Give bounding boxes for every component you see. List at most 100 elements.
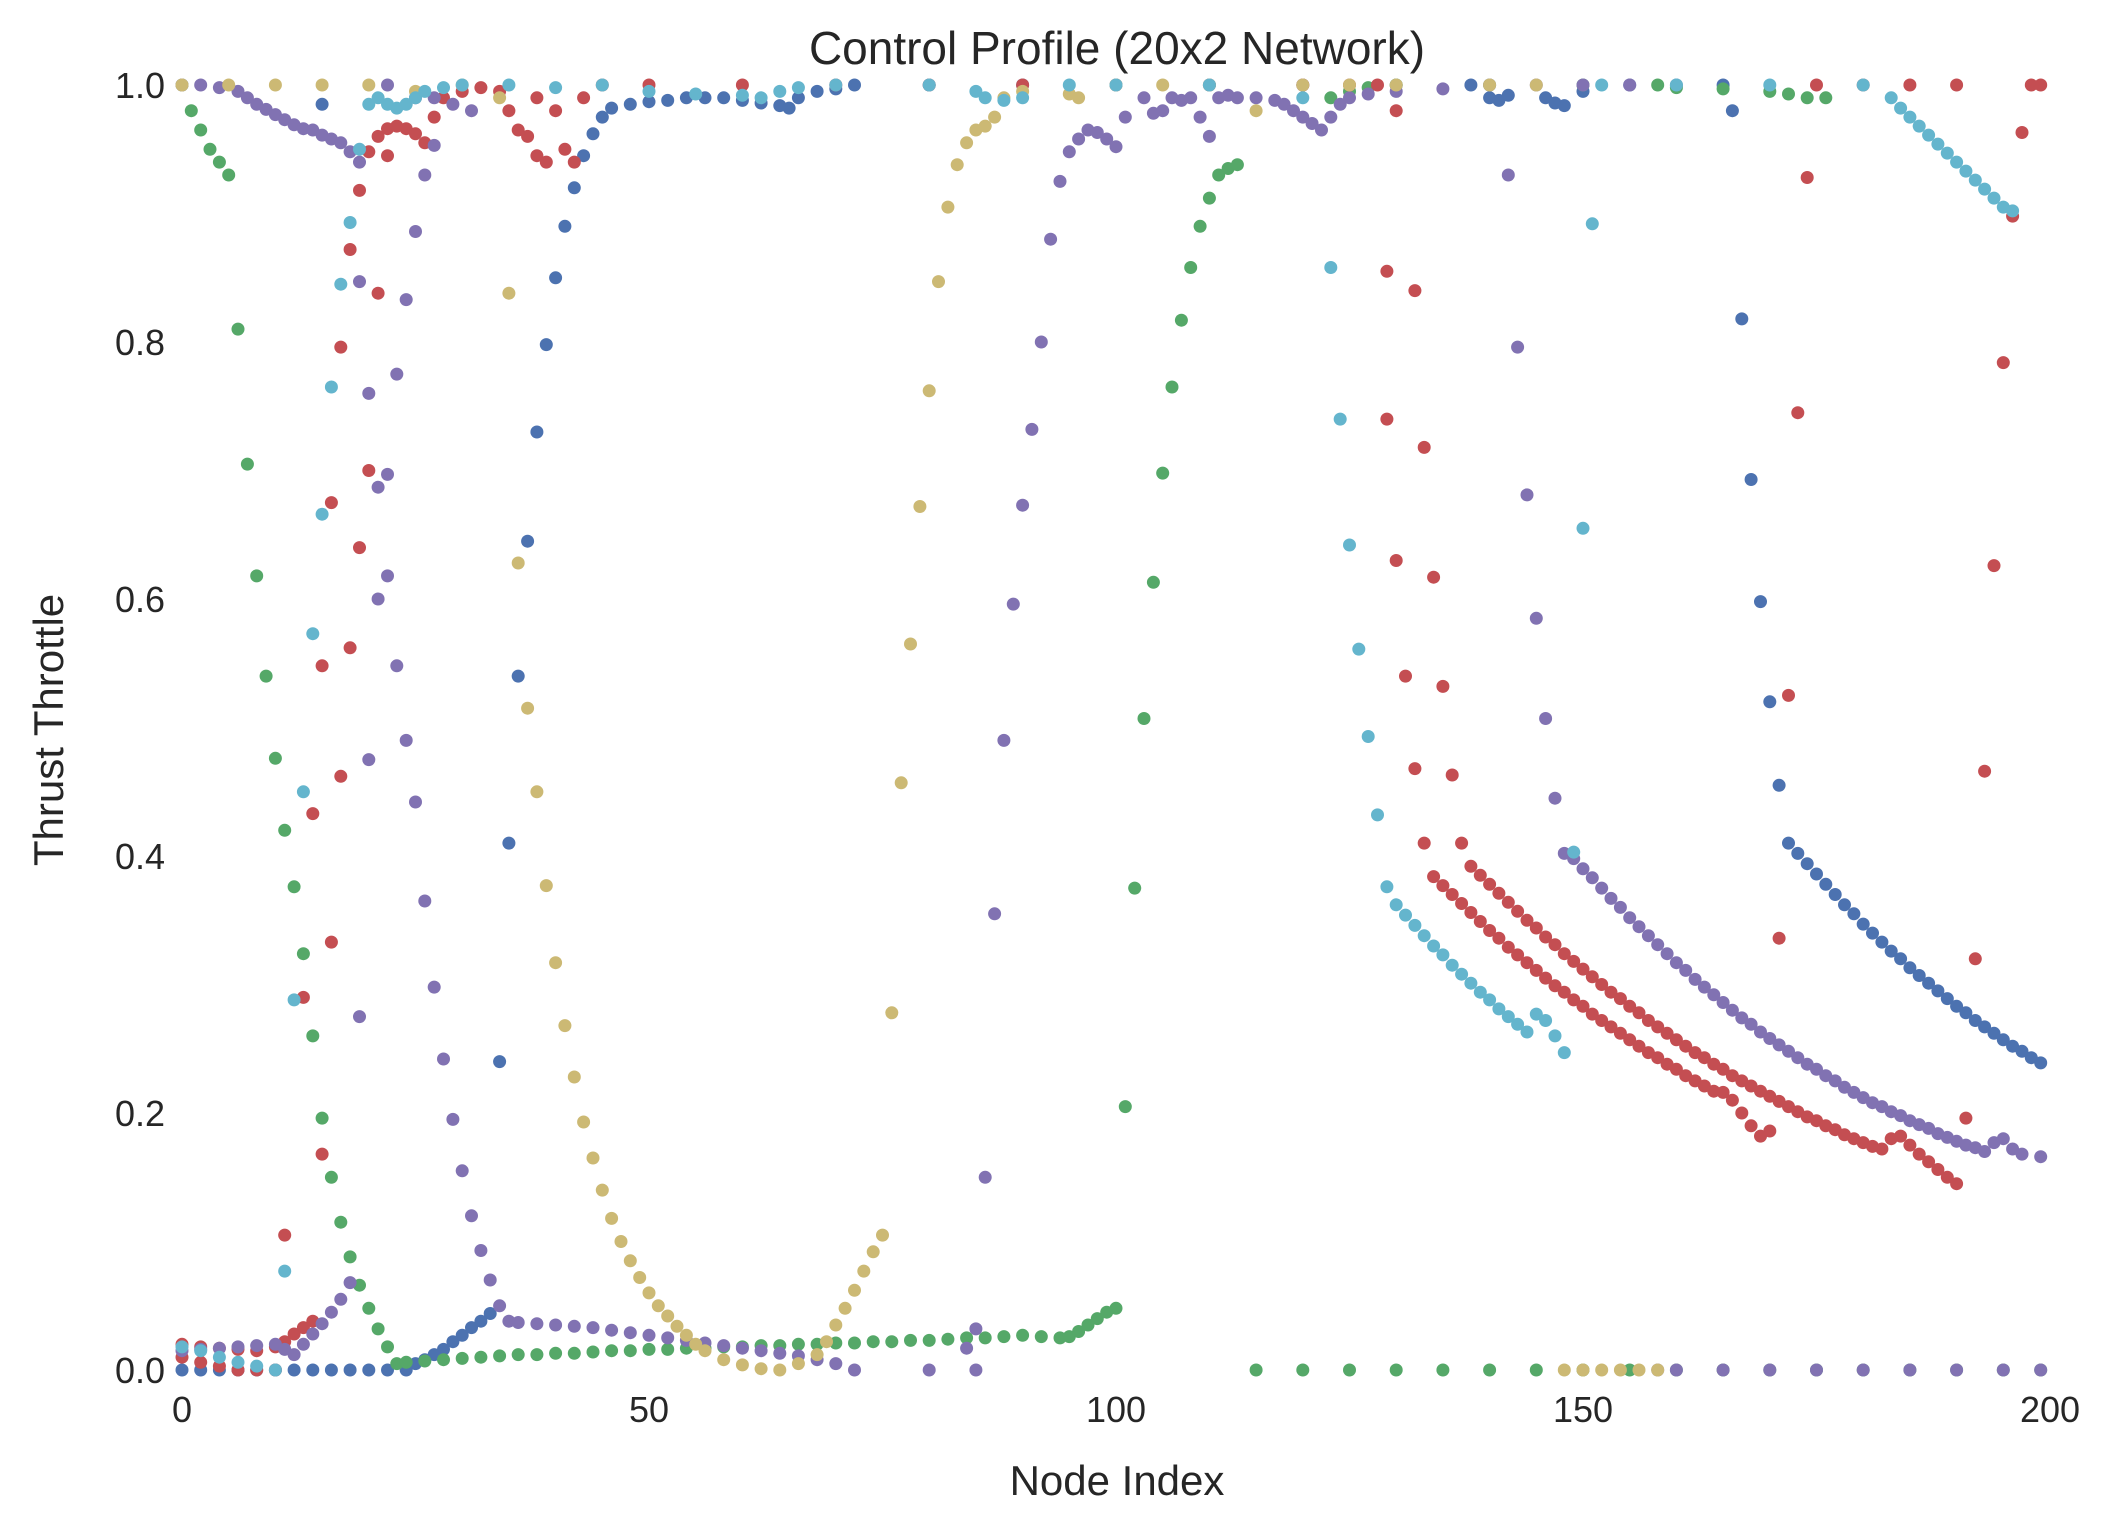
data-point xyxy=(1399,908,1412,922)
data-point xyxy=(1613,900,1627,914)
data-point xyxy=(1707,988,1721,1002)
data-point xyxy=(614,1235,628,1248)
data-point xyxy=(1669,956,1683,970)
data-point xyxy=(1277,97,1291,111)
data-point xyxy=(1408,918,1422,932)
data-point xyxy=(353,183,366,197)
data-point xyxy=(1679,1039,1693,1053)
data-point xyxy=(1810,1363,1823,1377)
data-point xyxy=(427,91,441,105)
data-point xyxy=(1455,897,1469,910)
data-point xyxy=(1548,938,1562,952)
data-point xyxy=(997,93,1011,107)
data-point xyxy=(698,1344,712,1358)
data-point xyxy=(1548,979,1562,993)
data-point xyxy=(1501,895,1515,909)
data-point xyxy=(1436,679,1450,693)
data-point xyxy=(595,1183,609,1197)
data-point xyxy=(1025,422,1039,436)
data-point xyxy=(661,1342,675,1356)
data-point xyxy=(371,1322,385,1336)
data-point xyxy=(268,78,282,92)
data-point xyxy=(418,168,432,182)
data-point xyxy=(1408,762,1422,776)
data-point xyxy=(194,1344,208,1358)
data-point xyxy=(1782,1044,1795,1058)
data-point xyxy=(549,104,563,118)
data-point xyxy=(1072,1325,1086,1338)
data-point xyxy=(362,464,376,477)
data-point xyxy=(1389,554,1403,567)
data-point xyxy=(362,78,376,92)
data-point xyxy=(1828,1074,1842,1088)
data-point xyxy=(735,78,749,92)
data-point xyxy=(642,95,656,109)
data-point xyxy=(1557,985,1571,999)
data-point xyxy=(978,1170,992,1184)
data-point xyxy=(1529,921,1543,935)
data-point xyxy=(1819,91,1833,105)
data-point xyxy=(259,669,273,683)
data-point xyxy=(978,1331,992,1345)
data-point xyxy=(390,367,404,381)
data-point xyxy=(1202,78,1216,92)
data-point xyxy=(287,1348,301,1362)
data-point xyxy=(791,1337,805,1351)
data-point xyxy=(278,823,292,837)
data-point xyxy=(2034,1363,2048,1377)
data-point xyxy=(334,769,348,783)
data-point xyxy=(502,286,516,300)
data-point xyxy=(381,467,394,481)
data-point xyxy=(577,149,591,163)
data-point xyxy=(343,216,357,229)
data-point xyxy=(1800,91,1814,105)
data-point xyxy=(1782,688,1795,702)
data-point xyxy=(287,1327,301,1341)
data-point xyxy=(848,1336,861,1350)
data-point xyxy=(1763,1124,1777,1138)
data-point xyxy=(1735,1011,1749,1025)
data-point xyxy=(1305,117,1319,130)
data-point xyxy=(1968,1014,1982,1027)
data-point xyxy=(1856,1363,1870,1377)
data-point xyxy=(1763,1363,1777,1377)
data-point xyxy=(334,277,348,291)
data-point xyxy=(212,155,226,169)
data-point xyxy=(829,1318,843,1332)
data-point xyxy=(1492,931,1506,945)
data-point xyxy=(549,956,563,970)
data-point xyxy=(1744,1119,1758,1133)
data-point xyxy=(773,84,787,98)
data-point xyxy=(661,93,675,107)
data-point xyxy=(567,1346,581,1360)
data-point xyxy=(194,123,208,137)
data-point xyxy=(1940,146,1954,160)
data-point xyxy=(642,1286,656,1300)
data-point xyxy=(1754,595,1767,609)
data-point xyxy=(1996,1363,2010,1377)
data-point xyxy=(1464,859,1478,873)
data-point xyxy=(1950,1363,1964,1377)
data-point xyxy=(222,78,236,92)
data-point xyxy=(306,1363,320,1377)
data-point xyxy=(1912,1147,1926,1161)
y-tick-label: 0.0 xyxy=(115,1350,165,1391)
data-point xyxy=(483,1273,497,1287)
data-point xyxy=(1660,1026,1674,1040)
data-point xyxy=(1380,412,1394,426)
data-point xyxy=(1585,217,1599,231)
data-point xyxy=(1436,82,1450,96)
data-point xyxy=(1763,695,1777,709)
data-point xyxy=(1903,1138,1917,1152)
data-point xyxy=(913,500,927,513)
data-point xyxy=(175,78,189,92)
data-point xyxy=(315,97,329,111)
x-tick-label: 50 xyxy=(629,1389,669,1430)
data-point xyxy=(2015,126,2029,139)
data-point xyxy=(371,91,385,105)
data-point xyxy=(1016,498,1030,512)
data-point xyxy=(1146,575,1160,589)
data-point xyxy=(838,1301,852,1315)
data-point xyxy=(1389,1363,1403,1377)
x-tick-label: 0 xyxy=(172,1389,192,1430)
